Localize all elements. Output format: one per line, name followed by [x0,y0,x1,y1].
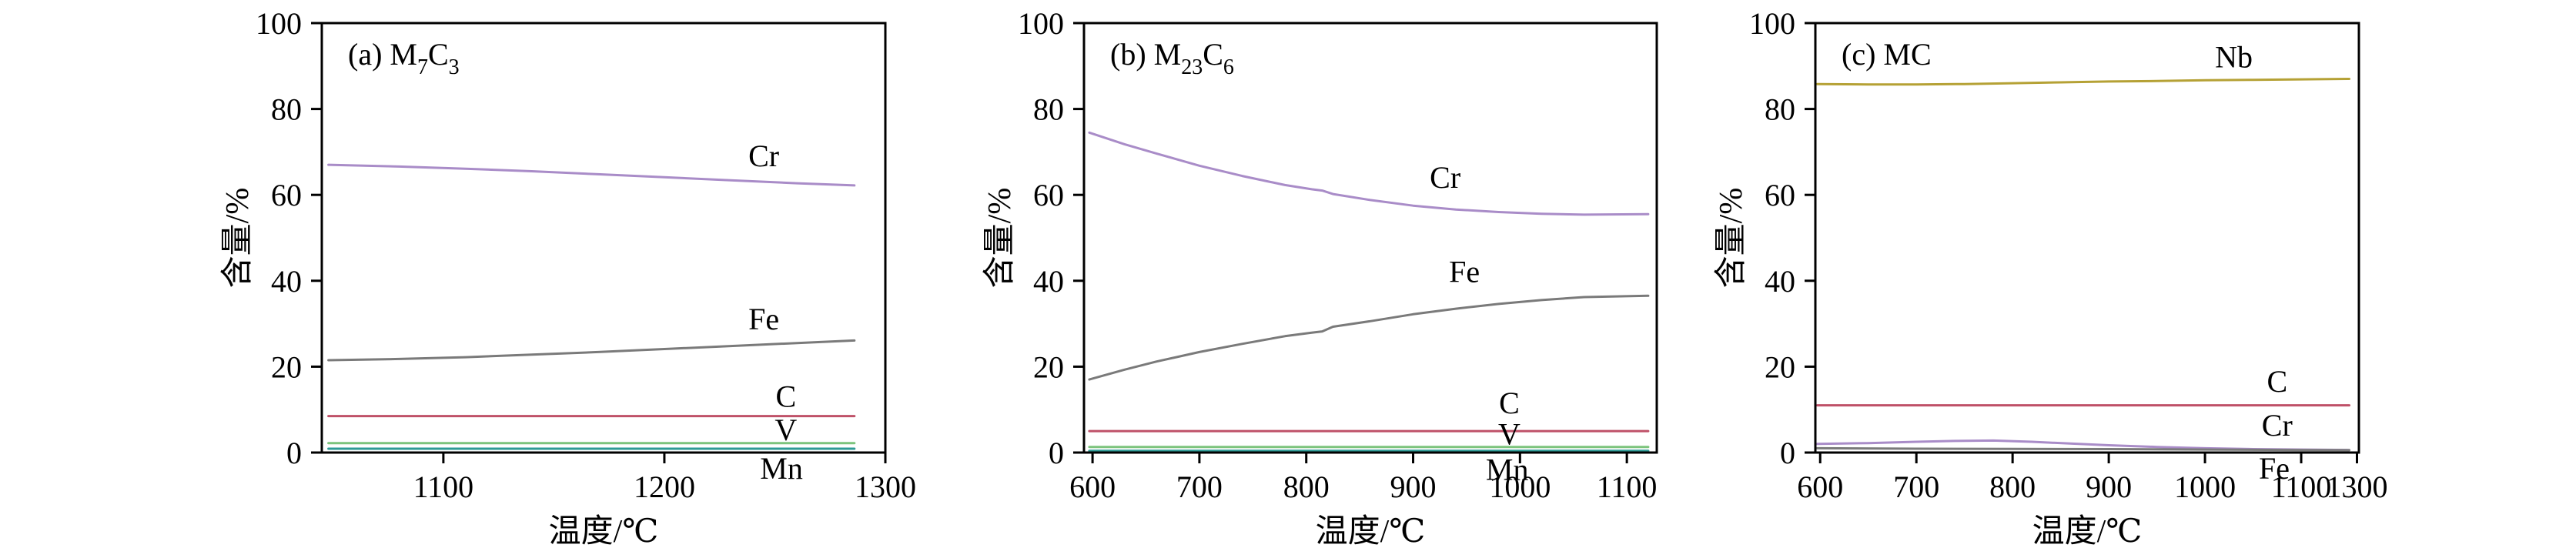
series-label-fe: Fe [1449,255,1480,289]
series-line-cr [327,163,856,187]
y-tick-label: 80 [271,92,302,127]
y-tick-label: 100 [1749,6,1795,41]
chart-m23c6: 0 20 40 60 80 100 600 700 800 900 1000 1100 Cr Fe CVMn… [982,6,1658,550]
x-axis-label: 温度/℃ [549,514,659,550]
y-axis-label: 含量/% [220,188,256,289]
x-tick-label: 1000 [2174,469,2236,504]
x-tick-label: 1100 [1597,469,1658,504]
series-line-fe [1088,294,1650,381]
y-tick-label: 100 [256,6,302,41]
y-tick-label: 60 [271,178,302,212]
x-tick-label: 1100 [413,469,474,504]
y-axis-label: 含量/% [1714,188,1749,289]
y-tick-label: 0 [1780,436,1795,470]
axis-box [1082,22,1658,454]
y-tick-label: 40 [271,264,302,299]
y-axis-label: 含量/% [982,188,1018,289]
y-tick-label: 40 [1033,264,1064,299]
x-axis-label: 温度/℃ [1316,514,1426,550]
y-tick-label: 20 [1765,349,1795,384]
x-tick-label: 700 [1893,469,1939,504]
x-tick-label: 700 [1176,469,1223,504]
x-tick-label: 900 [2086,469,2132,504]
chart-m7c3: 0 20 40 60 80 100 1100 1200 1300 Cr Fe CV Mn (a) M7C3… [220,6,916,550]
series-label-c: C [1499,386,1520,420]
x-tick-label: 600 [1069,469,1116,504]
y-tick-label: 100 [1018,6,1064,41]
x-tick-label: 1200 [634,469,695,504]
x-tick-label: 1100 [2271,469,2332,504]
y-tick-label: 60 [1765,178,1795,212]
y-tick-label: 20 [1033,349,1064,384]
x-tick-label: 600 [1797,469,1843,504]
series-label-v: V [1498,417,1521,452]
series-label-nb: Nb [2215,40,2253,75]
x-tick-label: 900 [1390,469,1437,504]
y-tick-label: 60 [1033,178,1064,212]
y-tick-label: 0 [1049,436,1064,470]
y-tick-label: 80 [1765,92,1795,127]
series-label-mn: Mn [760,451,803,486]
series-label-fe: Fe [2259,451,2290,486]
series-label-cr: Cr [2262,408,2293,443]
y-tick-label: 0 [286,436,302,470]
series-label-c: C [775,379,796,413]
y-tick-label: 80 [1033,92,1064,127]
chart-title: (a) M7C3 [348,37,460,79]
series-line-nb [1816,78,2350,86]
series-line-fe [327,339,856,362]
axis-box [1814,22,2360,454]
series-label-mn: Mn [1486,452,1529,486]
series-label-cr: Cr [748,139,779,173]
chart-title: (b) M23C6 [1110,37,1234,79]
series-line-cr [1088,131,1650,216]
series-label-v: V [774,413,797,447]
x-tick-label: 1300 [2327,469,2388,504]
series-label-fe: Fe [748,302,779,336]
axis-box [320,22,887,454]
series-label-c: C [2267,364,2287,399]
chart-title: (c) MC [1842,37,1932,72]
y-tick-label: 40 [1765,264,1795,299]
series-label-cr: Cr [1430,160,1460,195]
y-tick-label: 20 [271,349,302,384]
x-tick-label: 800 [1283,469,1330,504]
x-tick-label: 1000 [1489,469,1551,504]
x-tick-label: 1300 [855,469,916,504]
x-axis-label: 温度/℃ [2032,514,2143,550]
series-line-fe [1816,446,2350,452]
x-tick-label: 800 [1989,469,2036,504]
